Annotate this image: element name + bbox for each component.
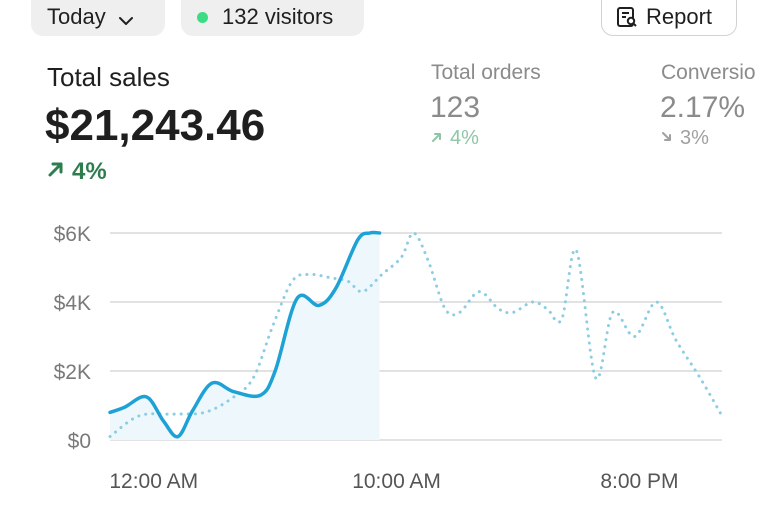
conversion-delta: 3% (660, 127, 709, 150)
y-tick-label: $0 (68, 430, 91, 453)
total-sales-delta: 4% (46, 158, 107, 186)
report-button[interactable]: Report (601, 0, 737, 36)
live-visitors-badge[interactable]: 132 visitors (181, 0, 364, 36)
total-orders-delta-value: 4% (450, 127, 479, 149)
total-sales-label: Total sales (47, 62, 170, 92)
x-axis-ticks: 12:00 AM 10:00 AM 8:00 PM (109, 470, 678, 493)
series-line-current (108, 230, 382, 439)
live-dot-icon (197, 11, 208, 23)
x-tick-label: 12:00 AM (109, 470, 198, 493)
conversion-value: 2.17% (660, 91, 746, 124)
chevron-down-icon (118, 9, 134, 25)
x-tick-label: 10:00 AM (352, 470, 441, 493)
chart-series (108, 230, 724, 440)
report-label: Report (646, 4, 713, 29)
arrow-up-right-icon (430, 127, 444, 150)
x-tick-label: 8:00 PM (600, 470, 678, 493)
sales-line-chart: $6K $4K $2K $0 12:00 AM 10:00 AM 8:00 PM (54, 223, 724, 493)
total-orders-label: Total orders (431, 61, 541, 84)
report-icon (617, 7, 637, 27)
y-tick-label: $6K (54, 223, 91, 246)
y-axis-ticks: $6K $4K $2K $0 (54, 223, 91, 453)
arrow-down-right-icon (660, 127, 674, 150)
date-filter-label: Today (47, 4, 106, 29)
total-sales-value: $21,243.46 (45, 101, 266, 150)
arrow-up-right-icon (46, 158, 66, 186)
total-orders-delta: 4% (430, 127, 479, 150)
conversion-delta-value: 3% (680, 127, 709, 149)
total-orders-value: 123 (430, 91, 481, 124)
y-tick-label: $2K (54, 361, 91, 384)
visitors-count: 132 visitors (222, 4, 334, 29)
total-sales-delta-value: 4% (72, 158, 107, 185)
conversion-label: Conversio (661, 61, 756, 84)
y-tick-label: $4K (54, 292, 91, 315)
series-area-current (110, 232, 380, 440)
date-filter-dropdown[interactable]: Today (31, 0, 165, 36)
